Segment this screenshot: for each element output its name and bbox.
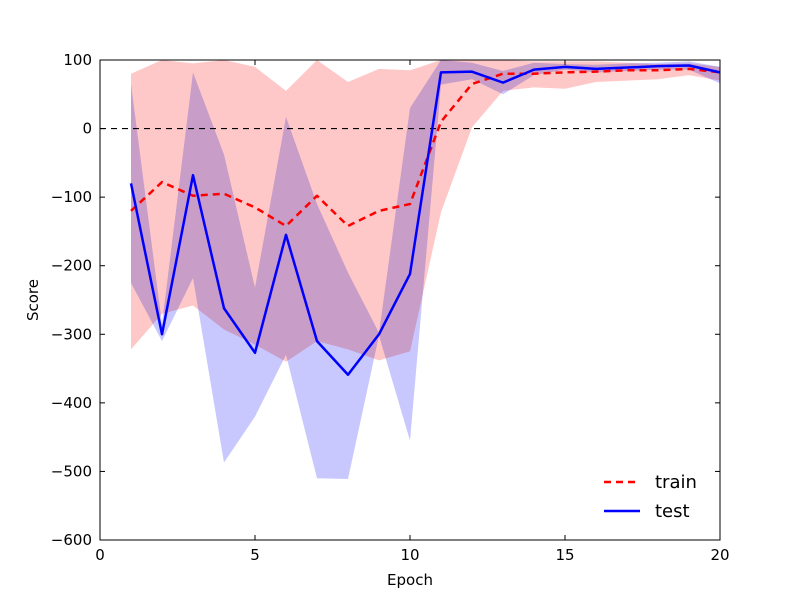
y-tick-label: 100 [63,51,92,69]
series-lines [129,64,721,376]
y-tick-label: −200 [51,257,92,275]
y-tick-label: 0 [82,120,92,138]
confidence-bands [131,60,720,479]
legend-label-train: train [655,472,697,493]
x-tick-label: 5 [250,546,260,564]
axis-ticks [99,59,721,541]
band-test [131,60,720,479]
x-tick-label: 15 [555,546,574,564]
x-axis-label: Epoch [387,571,433,589]
x-tick-label: 0 [95,546,105,564]
series-line-test [129,64,721,376]
y-tick-label: −500 [51,462,92,480]
x-tick-label: 10 [400,546,419,564]
series-line-train [130,67,721,228]
legend: train test [604,472,697,522]
legend-label-test: test [655,501,690,522]
y-tick-label: −300 [51,325,92,343]
x-tick-labels: 0 5 10 15 20 [95,546,729,564]
y-tick-label: −100 [51,188,92,206]
y-tick-label: −400 [51,394,92,412]
y-tick-labels: −600 −500 −400 −300 −200 −100 0 100 [51,51,92,549]
x-tick-label: 20 [710,546,729,564]
y-tick-label: −600 [51,531,92,549]
y-axis-label: Score [24,279,42,321]
